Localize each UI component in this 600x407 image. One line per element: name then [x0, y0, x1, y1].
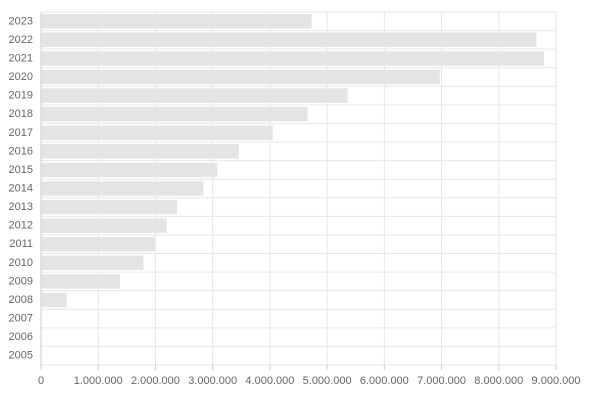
x-tick-label: 2.000.000 — [131, 375, 180, 387]
y-tick-label: 2012 — [9, 220, 33, 232]
x-tick-label: 8.000.000 — [474, 375, 523, 387]
y-tick-label: 2019 — [9, 90, 33, 102]
bar-2012 — [41, 218, 167, 233]
y-tick-labels: 2023 2022 2021 2020 2019 2018 2017 2016 2015 2014… — [9, 15, 33, 361]
bar-2010 — [41, 255, 144, 271]
y-tick-label: 2006 — [9, 331, 33, 343]
bar-2020 — [41, 69, 440, 85]
bar-2013 — [41, 199, 178, 215]
bar-2018 — [41, 106, 308, 122]
x-tick-label: 6.000.000 — [360, 375, 409, 387]
x-tick-label: 7.000.000 — [417, 375, 466, 387]
bar-2008 — [41, 292, 67, 308]
y-tick-label: 2009 — [9, 275, 33, 287]
y-tick-label: 2014 — [9, 183, 33, 195]
y-tick-label: 2008 — [9, 294, 33, 306]
x-tick-label: 3.000.000 — [188, 375, 237, 387]
x-tick-label: 4.000.000 — [245, 375, 294, 387]
bar-2015 — [41, 162, 218, 178]
y-tick-label: 2010 — [9, 257, 33, 269]
y-tick-label: 2013 — [9, 201, 33, 213]
y-tick-label: 2020 — [9, 71, 33, 83]
bar-2021 — [41, 51, 544, 66]
y-tick-label: 2011 — [9, 238, 33, 250]
y-tick-label: 2017 — [9, 127, 33, 139]
x-tick-label: 1.000.000 — [74, 375, 123, 387]
y-tick-label: 2015 — [9, 164, 33, 176]
y-tick-label: 2023 — [9, 15, 33, 27]
bar-2011 — [41, 236, 155, 252]
bar-layer — [41, 14, 544, 308]
y-tick-label: 2005 — [9, 350, 33, 362]
bar-2016 — [41, 144, 239, 159]
y-tick-label: 2016 — [9, 145, 33, 157]
bar-2022 — [41, 32, 537, 48]
bar-2017 — [41, 125, 273, 141]
x-tick-labels: 0 1.000.000 2.000.000 3.000.000 4.000.000 5.0… — [38, 375, 581, 387]
bar-2009 — [41, 274, 120, 289]
x-tick-label: 0 — [38, 375, 44, 387]
y-tick-label: 2021 — [9, 52, 33, 64]
y-tick-label: 2018 — [9, 108, 33, 120]
x-tick-label: 5.000.000 — [303, 375, 352, 387]
bar-2019 — [41, 88, 348, 103]
y-tick-label: 2022 — [9, 34, 33, 46]
y-tick-label: 2007 — [9, 313, 33, 325]
bar-2014 — [41, 181, 204, 196]
bar-2023 — [41, 14, 312, 29]
x-tick-label: 9.000.000 — [532, 375, 581, 387]
